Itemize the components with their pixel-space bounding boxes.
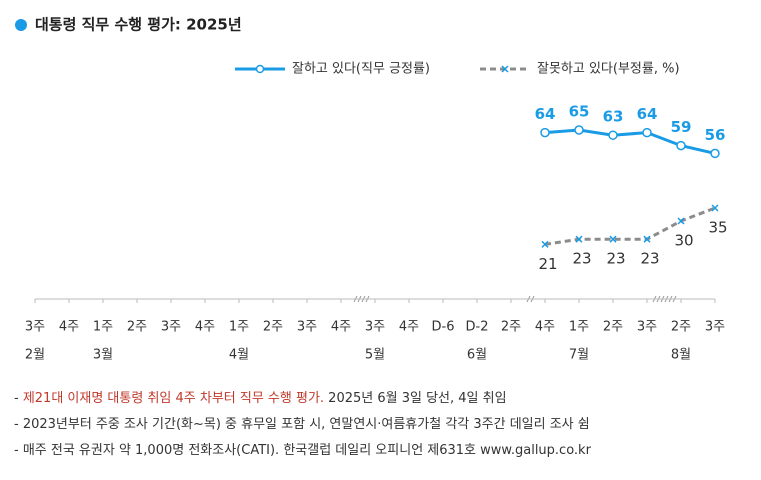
footnote-part: 2025년 6월 3일 당선, 4일 취임 xyxy=(324,391,507,406)
point xyxy=(710,148,720,159)
value-label: 21 xyxy=(538,255,557,273)
value-label: 35 xyxy=(708,219,727,237)
x-tick-label: 2주 xyxy=(263,320,283,335)
month-label: 4월 xyxy=(229,348,249,363)
footnote-part: - 매주 전국 유권자 약 1,000명 전화조사(CATI). 한국갤럽 데일… xyxy=(14,443,592,458)
footnote-part: - xyxy=(14,391,23,406)
point xyxy=(642,127,652,138)
footnote: - 2023년부터 주중 조사 기간(화~목) 중 휴무일 포함 시, 연말연시… xyxy=(14,417,590,432)
legend-label: 잘못하고 있다(부정률, %) xyxy=(537,62,680,77)
legend-label: 잘하고 있다(직무 긍정률) xyxy=(292,62,430,77)
point xyxy=(711,204,719,212)
legend-marker xyxy=(255,64,265,74)
value-label: 59 xyxy=(671,118,692,136)
x-tick-label: 4주 xyxy=(59,320,79,335)
value-label: 63 xyxy=(603,108,624,126)
x-tick-label: 3주 xyxy=(365,320,385,335)
month-label: 7월 xyxy=(569,348,589,363)
value-label: 23 xyxy=(606,250,625,268)
chart-title: 대통령 직무 수행 평가: 2025년 xyxy=(35,16,242,34)
x-tick-label: D-2 xyxy=(466,320,489,335)
month-label: 5월 xyxy=(365,348,385,363)
x-tick-label: 4주 xyxy=(399,320,419,335)
x-tick-label: 3주 xyxy=(705,320,725,335)
x-tick-label: 2주 xyxy=(671,320,691,335)
series-line xyxy=(544,206,716,246)
value-label: 65 xyxy=(569,103,590,121)
x-tick-label: D-6 xyxy=(432,320,455,335)
point xyxy=(541,240,549,248)
x-tick-label: 3주 xyxy=(297,320,317,335)
value-label: 56 xyxy=(705,126,726,144)
point xyxy=(676,140,686,151)
x-tick-label: 4주 xyxy=(331,320,351,335)
value-label: 23 xyxy=(640,250,659,268)
month-label: 6월 xyxy=(467,348,487,363)
point xyxy=(540,127,550,138)
title-bullet xyxy=(15,19,27,31)
x-tick-label: 2주 xyxy=(501,320,521,335)
x-tick-label: 4주 xyxy=(195,320,215,335)
x-tick-label: 1주 xyxy=(569,320,589,335)
month-label: 8월 xyxy=(671,348,691,363)
x-tick-label: 2주 xyxy=(603,320,623,335)
x-tick-label: 3주 xyxy=(161,320,181,335)
month-label: 2월 xyxy=(25,348,45,363)
point xyxy=(643,235,651,243)
value-label: 64 xyxy=(535,105,556,123)
footnote-part: 제21대 이재명 대통령 취임 4주 차부터 직무 수행 평가. xyxy=(23,390,324,406)
footnote-part: - 2023년부터 주중 조사 기간(화~목) 중 휴무일 포함 시, 연말연시… xyxy=(14,417,590,432)
value-label: 23 xyxy=(572,250,591,268)
point xyxy=(609,235,617,243)
series-line xyxy=(544,128,716,155)
x-tick-label: 3주 xyxy=(637,320,657,335)
x-tick-label: 4주 xyxy=(535,320,555,335)
footnote: - 매주 전국 유권자 약 1,000명 전화조사(CATI). 한국갤럽 데일… xyxy=(14,443,592,458)
value-label: 64 xyxy=(637,105,658,123)
x-tick-label: 3주 xyxy=(25,320,45,335)
x-tick-label: 1주 xyxy=(93,320,113,335)
value-label: 30 xyxy=(674,232,693,250)
point xyxy=(677,217,685,225)
footnote: - 제21대 이재명 대통령 취임 4주 차부터 직무 수행 평가. 2025년… xyxy=(14,390,507,406)
point xyxy=(608,130,618,140)
point xyxy=(575,235,583,243)
month-label: 3월 xyxy=(93,348,113,363)
legend-marker xyxy=(501,65,509,73)
point xyxy=(574,125,584,135)
x-tick-label: 2주 xyxy=(127,320,147,335)
x-tick-label: 1주 xyxy=(229,320,249,335)
